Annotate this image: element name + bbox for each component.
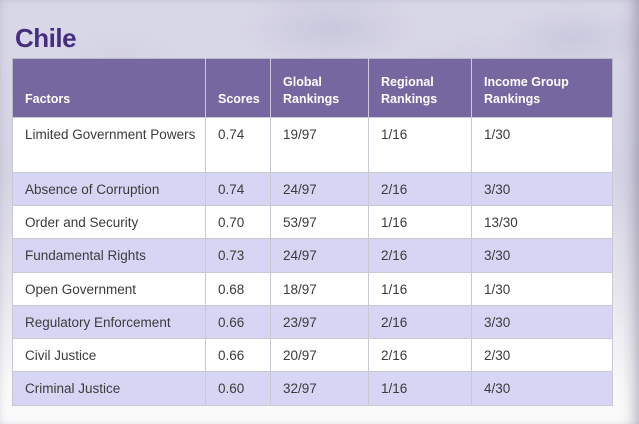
cell-income: 3/30	[471, 304, 613, 340]
column-header-factors: Factors	[12, 58, 206, 118]
table-body: Limited Government Powers 0.74 19/97 1/16 1/…	[12, 117, 613, 406]
cell-global: 19/97	[270, 117, 369, 173]
cell-factor: Criminal Justice	[12, 371, 206, 406]
page-title: Chile	[15, 23, 77, 54]
column-header-regional-rankings: Regional Rankings	[368, 58, 472, 118]
table-row: Criminal Justice 0.60 32/97 1/16 4/30	[12, 371, 613, 406]
cell-global: 32/97	[270, 371, 369, 406]
cell-regional: 2/16	[368, 304, 472, 340]
cell-regional: 1/16	[368, 271, 472, 306]
table-row: Fundamental Rights 0.73 24/97 2/16 3/30	[12, 238, 613, 273]
cell-score: 0.70	[205, 205, 271, 240]
cell-global: 20/97	[270, 338, 369, 373]
cell-factor: Fundamental Rights	[12, 238, 206, 273]
column-header-global-rankings: Global Rankings	[270, 58, 369, 118]
cell-income: 1/30	[471, 271, 613, 306]
cell-factor: Limited Government Powers	[12, 117, 206, 173]
cell-score: 0.74	[205, 117, 271, 173]
column-header-income-group-rankings: Income Group Rankings	[471, 58, 613, 118]
cell-factor: Order and Security	[12, 205, 206, 240]
cell-regional: 1/16	[368, 117, 472, 173]
cell-factor: Open Government	[12, 271, 206, 306]
cell-income: 3/30	[471, 238, 613, 273]
column-header-scores: Scores	[205, 58, 271, 118]
cell-regional: 2/16	[368, 171, 472, 207]
table-row: Civil Justice 0.66 20/97 2/16 2/30	[12, 338, 613, 373]
cell-score: 0.68	[205, 271, 271, 306]
cell-income: 1/30	[471, 117, 613, 173]
cell-global: 18/97	[270, 271, 369, 306]
cell-global: 23/97	[270, 304, 369, 340]
table-row: Regulatory Enforcement 0.66 23/97 2/16 3/30	[12, 304, 613, 340]
cell-income: 4/30	[471, 371, 613, 406]
cell-regional: 1/16	[368, 205, 472, 240]
cell-score: 0.73	[205, 238, 271, 273]
cell-factor: Civil Justice	[12, 338, 206, 373]
cell-regional: 1/16	[368, 371, 472, 406]
cell-factor: Absence of Corruption	[12, 171, 206, 207]
table-row: Open Government 0.68 18/97 1/16 1/30	[12, 271, 613, 306]
cell-regional: 2/16	[368, 338, 472, 373]
cell-score: 0.74	[205, 171, 271, 207]
cell-score: 0.66	[205, 304, 271, 340]
cell-global: 53/97	[270, 205, 369, 240]
table-row: Absence of Corruption 0.74 24/97 2/16 3/30	[12, 171, 613, 207]
table-row: Order and Security 0.70 53/97 1/16 13/30	[12, 205, 613, 240]
cell-factor: Regulatory Enforcement	[12, 304, 206, 340]
cell-income: 2/30	[471, 338, 613, 373]
cell-global: 24/97	[270, 238, 369, 273]
cell-score: 0.60	[205, 371, 271, 406]
factor-rankings-table: Factors Scores Global Rankings Regional …	[12, 58, 613, 406]
cell-global: 24/97	[270, 171, 369, 207]
table-header: Factors Scores Global Rankings Regional …	[12, 58, 613, 118]
cell-regional: 2/16	[368, 238, 472, 273]
cell-score: 0.66	[205, 338, 271, 373]
cell-income: 3/30	[471, 171, 613, 207]
table-row: Limited Government Powers 0.74 19/97 1/16 1/…	[12, 117, 613, 173]
cell-income: 13/30	[471, 205, 613, 240]
